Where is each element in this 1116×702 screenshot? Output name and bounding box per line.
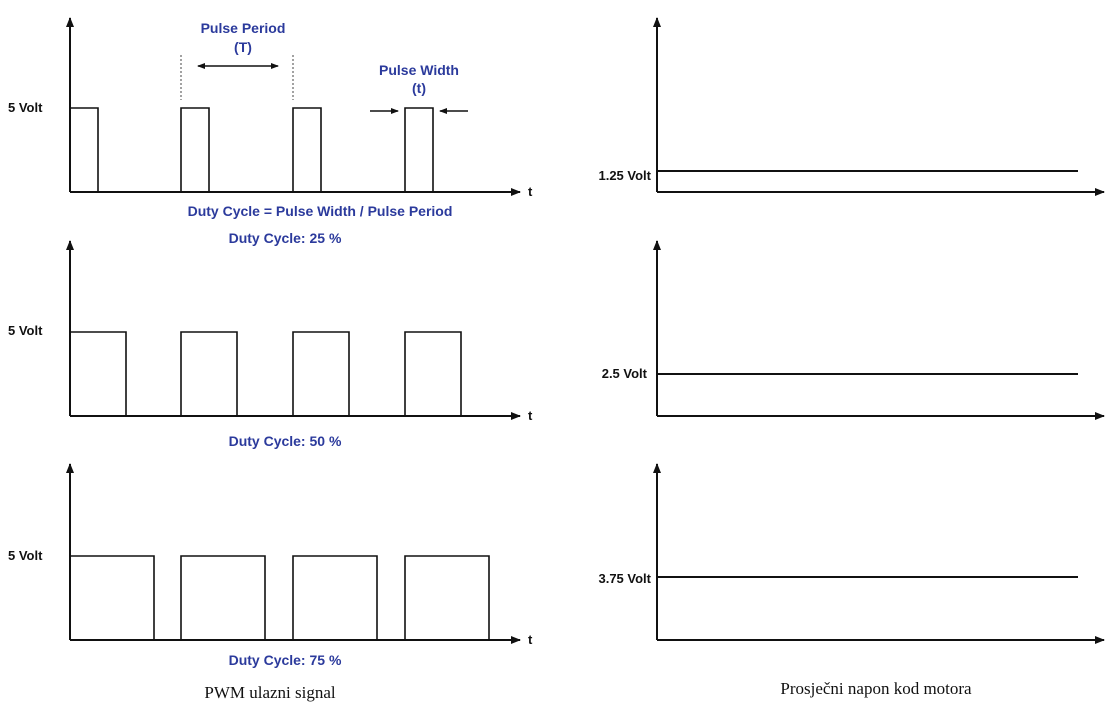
pulse-period-label: Pulse Period bbox=[201, 20, 286, 36]
avg-voltage-panel-3: 3.75 Volt bbox=[598, 463, 1105, 644]
avg-voltage-panel-1: 1.25 Volt bbox=[598, 17, 1105, 196]
t-axis-label: t bbox=[528, 632, 533, 647]
t-axis-label: t bbox=[528, 184, 533, 199]
pwm-panel-25: 5 Volt t bbox=[8, 17, 533, 199]
pwm-waveform bbox=[70, 555, 505, 641]
pulse-annotations: Pulse Period (T) Pulse Width (t) bbox=[180, 20, 468, 114]
pwm-waveform bbox=[70, 107, 505, 193]
duty-cycle-75-label: Duty Cycle: 75 % bbox=[229, 652, 342, 668]
pwm-panel-50: 5 Volt t bbox=[8, 240, 533, 423]
average-voltage-label: 2.5 Volt bbox=[602, 366, 648, 381]
t-axis-label: t bbox=[528, 408, 533, 423]
pulse-period-symbol: (T) bbox=[234, 39, 252, 55]
average-voltage-label: 1.25 Volt bbox=[598, 168, 651, 183]
duty-cycle-50-label: Duty Cycle: 50 % bbox=[229, 433, 342, 449]
pwm-panel-75: 5 Volt t bbox=[8, 463, 533, 647]
duty-cycle-formula: Duty Cycle = Pulse Width / Pulse Period bbox=[188, 203, 453, 219]
pulse-width-symbol: (t) bbox=[412, 80, 426, 96]
avg-voltage-panel-2: 2.5 Volt bbox=[602, 240, 1105, 420]
voltage-label: 5 Volt bbox=[8, 548, 43, 563]
average-voltage-label: 3.75 Volt bbox=[598, 571, 651, 586]
left-caption: PWM ulazni signal bbox=[204, 683, 336, 702]
voltage-label: 5 Volt bbox=[8, 100, 43, 115]
pulse-width-label: Pulse Width bbox=[379, 62, 459, 78]
voltage-label: 5 Volt bbox=[8, 323, 43, 338]
pwm-waveform bbox=[70, 331, 505, 417]
duty-cycle-25-label: Duty Cycle: 25 % bbox=[229, 230, 342, 246]
right-caption: Prosječni napon kod motora bbox=[780, 679, 972, 698]
